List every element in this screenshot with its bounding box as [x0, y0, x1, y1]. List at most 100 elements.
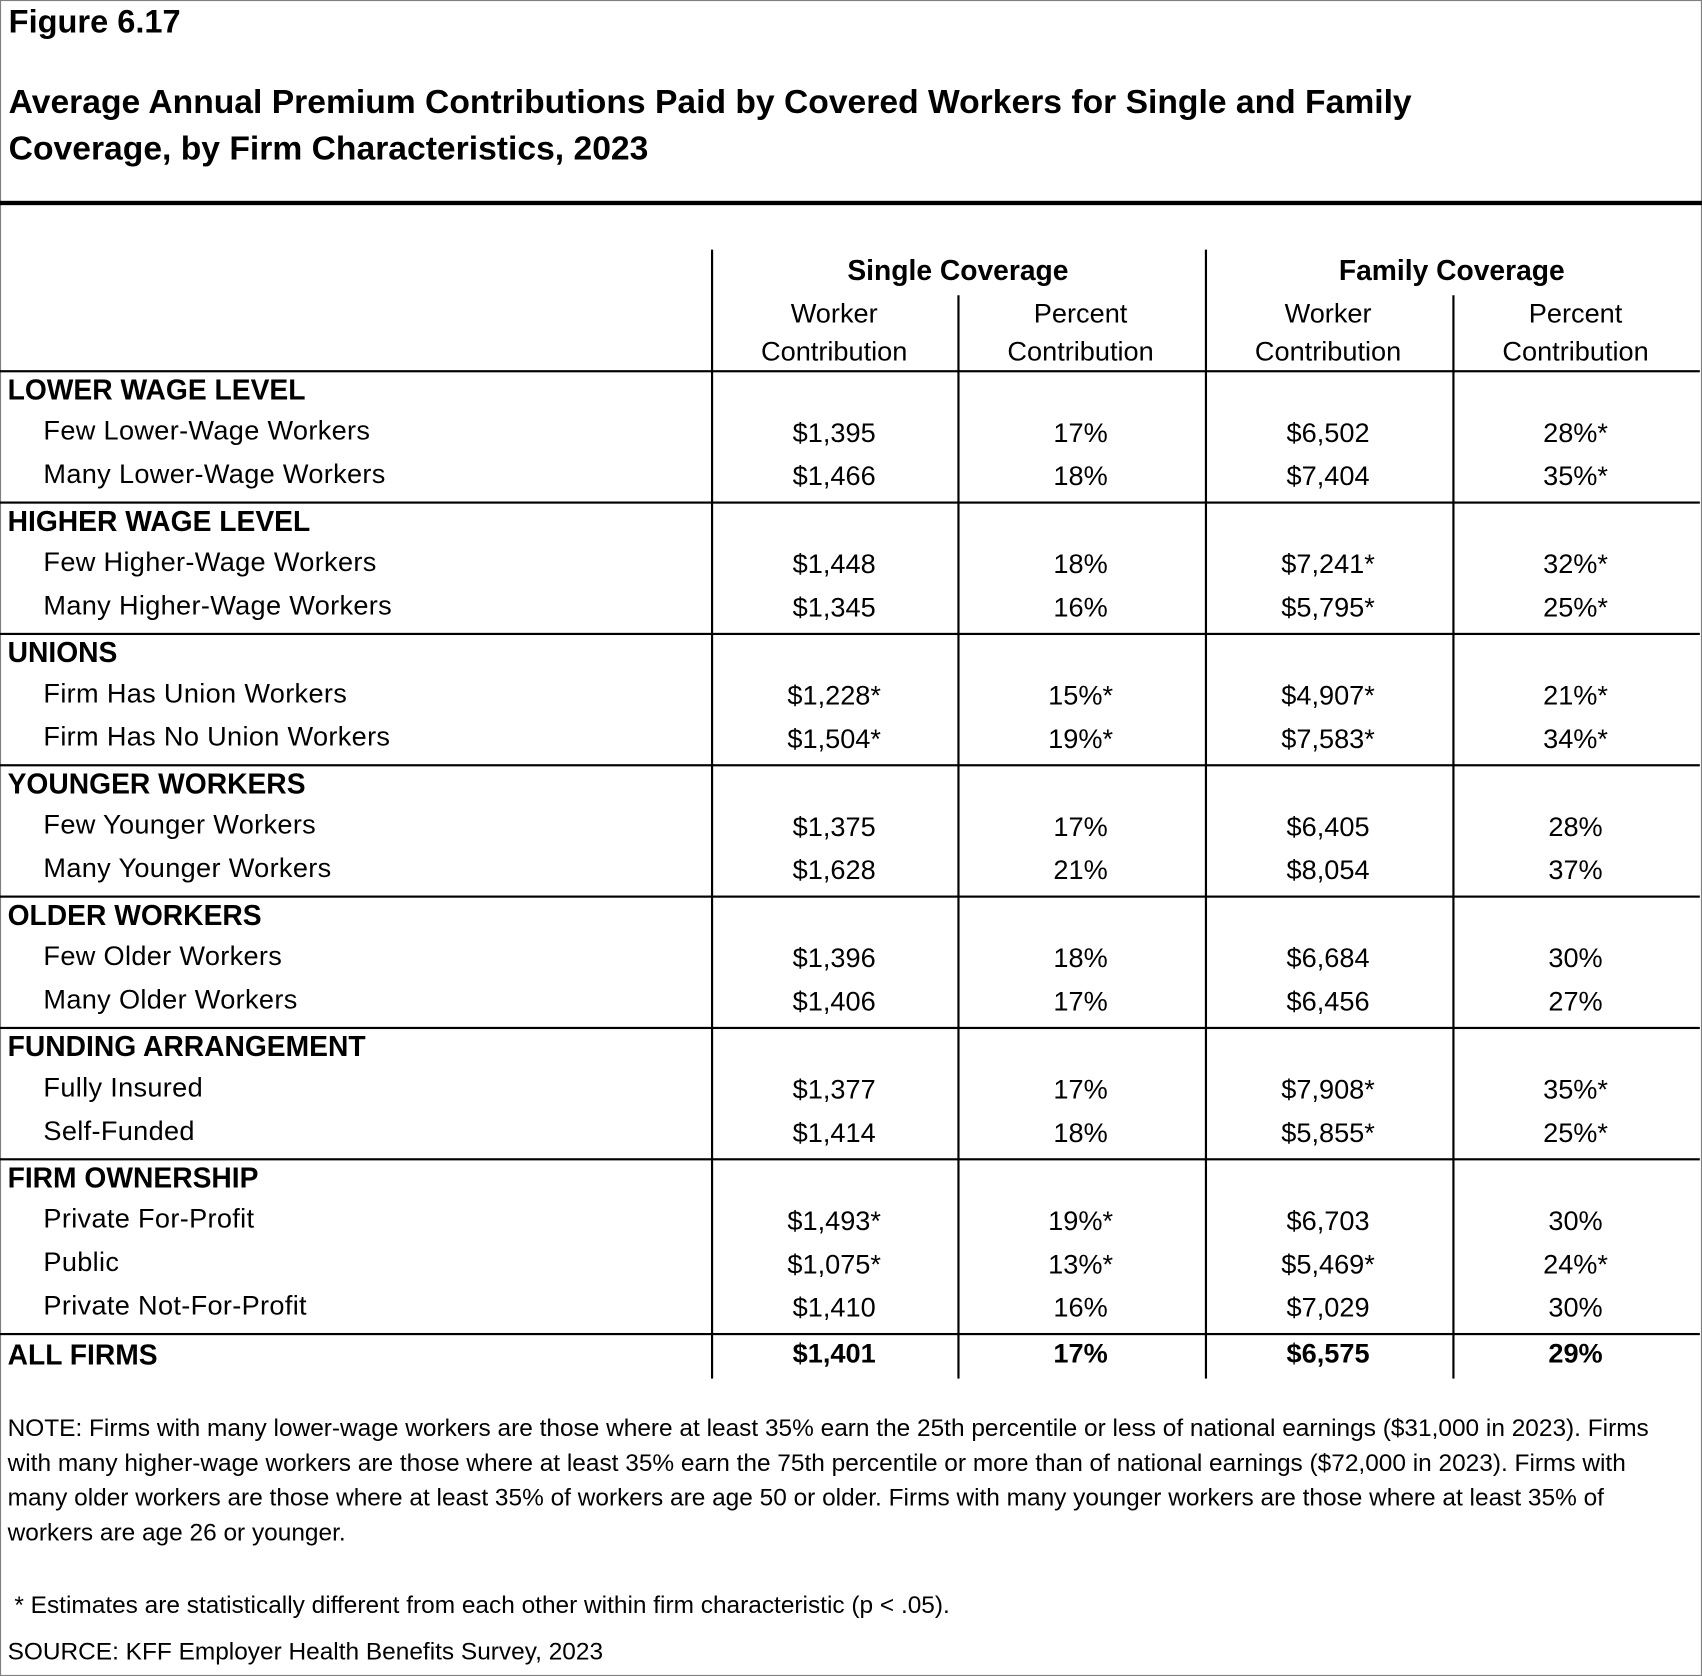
row-label: Many Younger Workers [43, 853, 332, 884]
cell: $6,456 [1286, 986, 1370, 1018]
source: SOURCE: KFF Employer Health Benefits Sur… [7, 1638, 604, 1666]
cell: $1,410 [792, 1292, 876, 1324]
cell: 19%* [1048, 724, 1114, 755]
cell: $7,404 [1286, 461, 1370, 492]
cell: $4,907* [1281, 680, 1375, 711]
cell: 24%* [1543, 1249, 1608, 1280]
section-title: YOUNGER WORKERS [7, 767, 306, 801]
row-label: Many Lower-Wage Workers [43, 459, 386, 490]
column-rule [1452, 295, 1454, 1379]
section-title: UNIONS [7, 636, 118, 669]
cell: 35%* [1543, 1074, 1608, 1106]
cell: $1,448 [792, 549, 876, 580]
row-label: Public [43, 1247, 120, 1278]
cell: $1,414 [792, 1118, 876, 1149]
row-label: Firm Has Union Workers [43, 678, 348, 709]
cell: $6,502 [1286, 417, 1370, 449]
row-label: Private For-Profit [43, 1203, 255, 1235]
cell: 16% [1053, 592, 1108, 624]
cell: $1,406 [792, 986, 876, 1018]
column-header: Percent Contribution [1007, 298, 1154, 367]
cell: $6,684 [1286, 943, 1370, 974]
cell: $1,466 [792, 461, 876, 492]
cell: $1,377 [792, 1074, 876, 1106]
row-label: Few Older Workers [43, 941, 283, 972]
section-title: FUNDING ARRANGEMENT [7, 1030, 366, 1063]
cell: 21%* [1543, 680, 1608, 711]
cell: 35%* [1543, 461, 1608, 492]
figure-label: Figure 6.17 [8, 4, 181, 41]
row-label: Private Not-For-Profit [43, 1290, 307, 1322]
cell: 18% [1053, 943, 1108, 974]
cell: $1,628 [792, 855, 876, 886]
cell: $8,054 [1286, 855, 1370, 886]
cell: 18% [1053, 549, 1108, 580]
cell: $5,795* [1281, 592, 1375, 624]
cell: 13%* [1048, 1249, 1114, 1280]
column-rule [710, 249, 713, 1379]
cell: 32%* [1543, 549, 1608, 580]
column-rule [1204, 249, 1207, 1379]
cell: 18% [1053, 461, 1108, 492]
cell: $1,345 [792, 592, 876, 624]
row-rule [0, 895, 1700, 898]
row-label: Self-Funded [43, 1115, 195, 1147]
section-title: OLDER WORKERS [7, 898, 262, 932]
cell: 19%* [1048, 1205, 1114, 1237]
total-cell: 17% [1053, 1338, 1108, 1369]
row-rule [0, 1332, 1700, 1335]
total-cell: $1,401 [792, 1338, 876, 1369]
group-header: Single Coverage [847, 254, 1069, 287]
cell: 17% [1053, 811, 1108, 843]
row-label: Many Older Workers [43, 984, 298, 1015]
cell: 28% [1548, 811, 1603, 843]
cell: $6,405 [1286, 811, 1370, 843]
cell: $1,395 [792, 417, 876, 449]
row-label: Few Lower-Wage Workers [43, 415, 371, 447]
note: NOTE: Firms with many lower-wage workers… [7, 1414, 1649, 1546]
cell: 30% [1548, 1205, 1603, 1237]
cell: 30% [1548, 1292, 1603, 1324]
cell: 25%* [1543, 1118, 1608, 1149]
title: Average Annual Premium Contributions Pai… [8, 82, 1412, 168]
cell: 25%* [1543, 592, 1608, 624]
row-rule [0, 370, 1700, 372]
row-rule [0, 1158, 1700, 1160]
significance-note: * Estimates are statistically different … [7, 1591, 950, 1619]
row-rule [0, 632, 1700, 635]
column-header: Worker Contribution [1254, 298, 1402, 367]
row-label: Many Higher-Wage Workers [43, 590, 393, 621]
title-rule [0, 200, 1702, 206]
cell: $1,375 [792, 811, 876, 843]
row-label: Firm Has No Union Workers [43, 721, 391, 753]
section-title: FIRM OWNERSHIP [7, 1161, 259, 1195]
total-label: ALL FIRMS [7, 1338, 158, 1371]
cell: 27% [1548, 986, 1603, 1018]
section-title: HIGHER WAGE LEVEL [7, 504, 311, 538]
cell: 17% [1053, 1074, 1108, 1106]
column-rule [957, 295, 960, 1379]
cell: $7,029 [1286, 1292, 1370, 1324]
row-label: Few Younger Workers [43, 809, 317, 841]
cell: 28%* [1543, 417, 1608, 449]
column-header: Percent Contribution [1502, 298, 1649, 367]
cell: 30% [1548, 943, 1603, 974]
cell: 17% [1053, 417, 1108, 449]
cell: 16% [1053, 1292, 1108, 1324]
cell: 37% [1548, 855, 1603, 886]
cell: 21% [1053, 855, 1108, 886]
cell: $1,228* [787, 680, 881, 711]
row-rule [0, 764, 1700, 766]
column-header: Worker Contribution [761, 298, 908, 367]
cell: $1,396 [792, 943, 876, 974]
section-title: LOWER WAGE LEVEL [7, 373, 306, 406]
row-rule [0, 1026, 1700, 1029]
cell: 34%* [1543, 724, 1608, 755]
total-cell: $6,575 [1286, 1338, 1370, 1369]
cell: $1,493* [787, 1205, 881, 1237]
cell: $1,075* [787, 1249, 881, 1280]
row-rule [0, 501, 1700, 504]
